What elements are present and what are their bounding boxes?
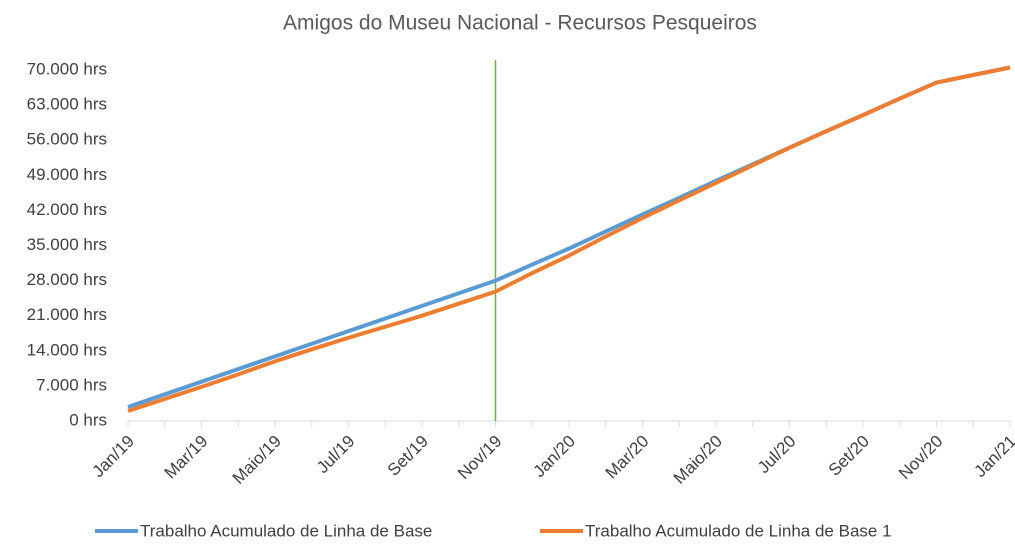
y-tick-label: 0 hrs [69, 410, 107, 429]
y-tick-label: 70.000 hrs [27, 59, 107, 78]
y-tick-label: 35.000 hrs [27, 235, 107, 254]
series-line [127, 65, 1011, 413]
y-tick-label: 56.000 hrs [27, 130, 107, 149]
y-tick-label: 63.000 hrs [27, 95, 107, 114]
y-tick-label: 21.000 hrs [27, 305, 107, 324]
legend-label: Trabalho Acumulado de Linha de Base [140, 521, 432, 540]
y-tick-label: 49.000 hrs [27, 165, 107, 184]
y-tick-label: 42.000 hrs [27, 200, 107, 219]
legend-label: Trabalho Acumulado de Linha de Base 1 [585, 521, 892, 540]
y-tick-label: 7.000 hrs [36, 375, 107, 394]
chart-title: Amigos do Museu Nacional - Recursos Pesq… [283, 12, 757, 35]
y-tick-label: 14.000 hrs [27, 340, 107, 359]
y-tick-label: 28.000 hrs [27, 270, 107, 289]
